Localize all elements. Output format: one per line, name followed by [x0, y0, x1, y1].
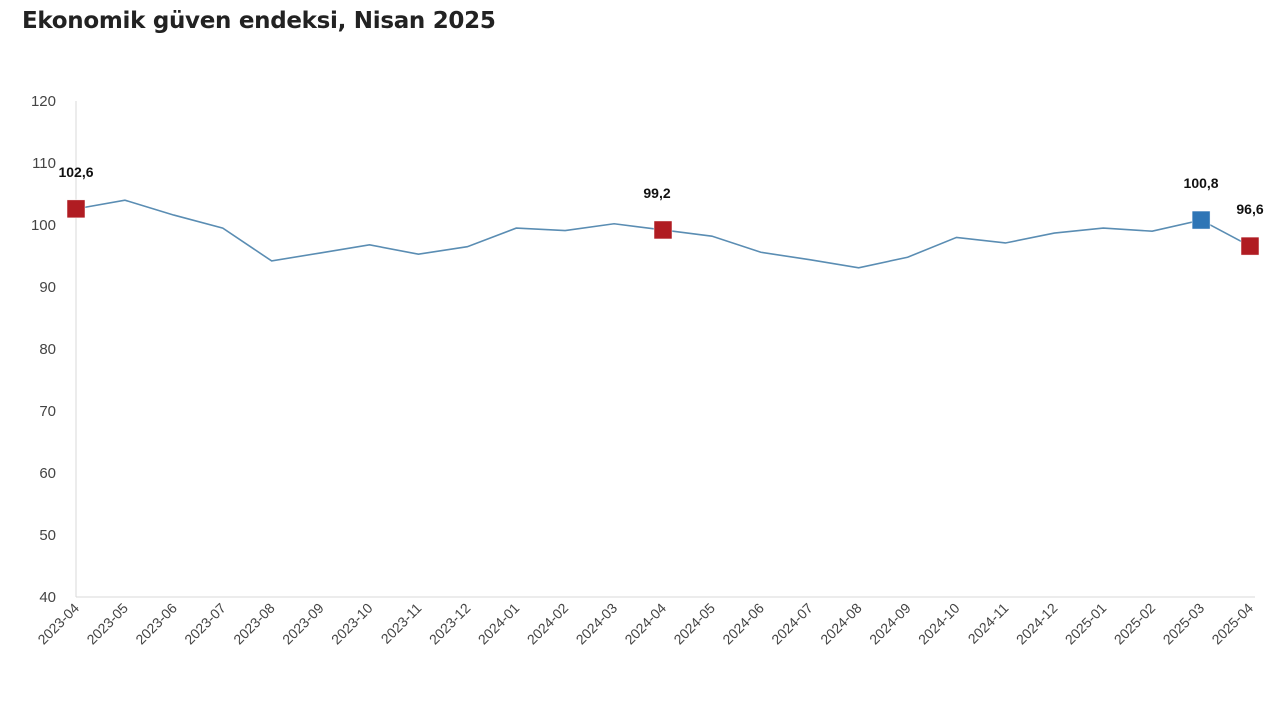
x-tick-label: 2024-05	[670, 600, 718, 648]
data-label: 100,8	[1184, 175, 1219, 191]
x-tick-label: 2024-09	[866, 600, 914, 648]
x-tick-label: 2024-10	[915, 600, 963, 648]
x-tick-label: 2023-06	[132, 600, 180, 648]
y-tick-label: 120	[31, 93, 56, 110]
x-tick-label: 2023-11	[378, 600, 425, 647]
x-tick-label: 2024-12	[1013, 600, 1061, 648]
x-tick-label: 2024-02	[524, 600, 572, 648]
x-tick-label: 2025-03	[1160, 600, 1208, 648]
data-point-marker	[66, 199, 86, 219]
x-tick-label: 2024-11	[965, 600, 1012, 647]
chart-title: Ekonomik güven endeksi, Nisan 2025	[22, 8, 496, 34]
x-tick-label: 2023-08	[230, 600, 278, 648]
data-point-marker	[1240, 236, 1260, 256]
x-tick-label: 2025-01	[1062, 600, 1110, 648]
y-tick-label: 70	[39, 403, 56, 420]
y-tick-label: 50	[39, 527, 56, 544]
x-tick-label: 2025-02	[1111, 600, 1159, 648]
y-tick-label: 40	[39, 589, 56, 606]
x-tick-label: 2024-01	[475, 600, 523, 648]
x-tick-label: 2023-07	[181, 600, 229, 648]
y-tick-label: 110	[32, 155, 56, 172]
x-tick-label: 2023-12	[426, 600, 474, 648]
x-tick-label: 2023-10	[328, 600, 376, 648]
y-tick-label: 100	[31, 217, 56, 234]
y-tick-label: 90	[39, 279, 56, 296]
x-tick-label: 2024-03	[573, 600, 621, 648]
x-tick-label: 2024-06	[719, 600, 767, 648]
data-point-marker	[653, 220, 673, 240]
data-label: 102,6	[58, 164, 93, 180]
x-tick-label: 2023-04	[34, 600, 82, 648]
x-tick-label: 2023-09	[279, 600, 327, 648]
x-tick-label: 2024-07	[768, 600, 816, 648]
data-label: 99,2	[643, 185, 670, 201]
data-label: 96,6	[1236, 201, 1263, 217]
y-tick-label: 80	[39, 341, 56, 358]
x-tick-label: 2023-05	[83, 600, 131, 648]
x-tick-label: 2024-04	[621, 600, 669, 648]
data-point-marker	[1191, 210, 1211, 230]
x-tick-label: 2024-08	[817, 600, 865, 648]
y-tick-label: 60	[39, 465, 56, 482]
x-tick-label: 2025-04	[1208, 600, 1256, 648]
